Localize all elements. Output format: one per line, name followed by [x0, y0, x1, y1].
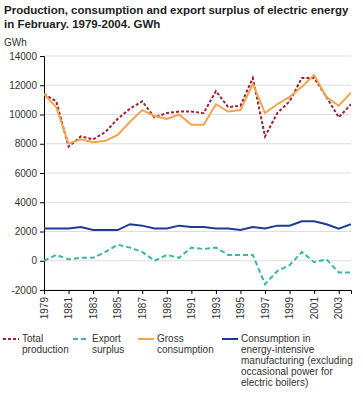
x-tick-mark — [191, 290, 192, 294]
x-tick: 1997 — [260, 290, 271, 319]
x-tick-label: 1999 — [284, 297, 295, 320]
y-tick-mark — [40, 290, 44, 291]
grid-line — [44, 56, 351, 57]
x-tick-label: 1993 — [211, 297, 222, 320]
series-line — [44, 245, 351, 284]
x-tick-label: 1979 — [39, 297, 50, 320]
legend-swatch — [73, 338, 89, 340]
grid-line — [44, 114, 351, 115]
x-tick: 1999 — [284, 290, 295, 319]
y-tick: 0 — [31, 255, 44, 266]
x-tick-label: 1987 — [137, 297, 148, 320]
y-tick-mark — [40, 115, 44, 116]
y-axis-line — [40, 57, 45, 291]
chart-container: Production, consumption and export surpl… — [0, 0, 363, 412]
y-tick: 4000 — [15, 197, 44, 208]
y-tick-mark — [40, 261, 44, 262]
y-tick-mark — [40, 173, 44, 174]
x-tick-label: 1989 — [162, 297, 173, 320]
chart-svg: Production, consumption and export surpl… — [0, 0, 363, 412]
x-tick-label: 1981 — [63, 297, 74, 320]
x-tick-mark — [240, 290, 241, 294]
grid-line — [44, 231, 351, 232]
legend-label: Exportsurplus — [92, 333, 124, 355]
x-tick: 1981 — [63, 290, 74, 319]
x-tick-label: 2003 — [333, 297, 344, 320]
x-tick: 1991 — [186, 290, 197, 319]
y-tick-label: 0 — [31, 255, 37, 266]
y-tick-label: 4000 — [15, 197, 38, 208]
grid — [44, 56, 351, 290]
legend-label: Grossconsumption — [157, 333, 214, 355]
x-tick-mark — [69, 290, 70, 294]
x-tick-mark — [167, 290, 168, 294]
x-tick-mark — [339, 290, 340, 294]
y-tick-label: 2000 — [15, 226, 38, 237]
y-tick: 12000 — [9, 80, 44, 91]
grid-line — [44, 260, 351, 261]
y-tick-label: 14000 — [9, 51, 37, 62]
x-tick: 1987 — [137, 290, 148, 319]
x-tick: 2003 — [333, 290, 344, 319]
x-tick-label: 1991 — [186, 297, 197, 320]
x-tick-label: 1985 — [112, 297, 123, 320]
x-axis-line — [45, 291, 352, 295]
y-tick-mark — [40, 232, 44, 233]
x-tick-mark — [265, 290, 266, 294]
x-tick: 2001 — [309, 290, 320, 319]
x-tick: 1993 — [211, 290, 222, 319]
x-tick: 1985 — [112, 290, 123, 319]
x-tick-label: 1997 — [260, 297, 271, 320]
x-tick-mark — [314, 290, 315, 294]
x-tick-mark — [44, 290, 45, 294]
legend-swatch — [222, 338, 238, 340]
series-line — [44, 221, 351, 230]
legend-label: Consumption inenergy-intensivemanufactur… — [241, 333, 353, 388]
y-tick: 10000 — [9, 109, 44, 120]
y-tick: 14000 — [9, 51, 44, 62]
series-line — [44, 75, 351, 144]
y-tick: 6000 — [15, 168, 44, 179]
x-axis: 1979 1981 1983 1985 1987 1989 1991 1993 1995 1997… — [39, 290, 352, 319]
legend-swatch — [3, 338, 19, 340]
lines — [44, 75, 351, 284]
title: Production, consumption and export surpl… — [4, 4, 349, 30]
x-tick-label: 1983 — [88, 297, 99, 320]
grid-line — [44, 173, 351, 174]
legend-label: Totalproduction — [22, 333, 69, 355]
grid-line — [44, 143, 351, 144]
legend-swatch — [138, 338, 154, 340]
y-axis: -2000 0 2000 4000 6000 8000 10000 12000 14000 — [9, 51, 44, 296]
y-axis-title: GWh — [4, 37, 27, 48]
x-tick-mark — [93, 290, 94, 294]
y-tick-mark — [40, 85, 44, 86]
x-tick: 1995 — [235, 290, 246, 319]
x-tick-mark — [118, 290, 119, 294]
plot: -2000 0 2000 4000 6000 8000 10000 12000 14000 197… — [9, 51, 351, 320]
y-tick: 8000 — [15, 138, 44, 149]
y-tick-label: 8000 — [15, 138, 38, 149]
x-tick-mark — [142, 290, 143, 294]
x-tick-mark — [290, 290, 291, 294]
y-tick-label: 10000 — [9, 109, 37, 120]
y-tick-mark — [40, 202, 44, 203]
x-tick-label: 1995 — [235, 297, 246, 320]
y-tick-label: -2000 — [11, 285, 37, 296]
x-tick-mark — [216, 290, 217, 294]
legend: Totalproduction Exportsurplus Grossconsump… — [3, 333, 353, 388]
x-tick: 1989 — [162, 290, 173, 319]
y-tick-label: 12000 — [9, 80, 37, 91]
x-tick: 1983 — [88, 290, 99, 319]
y-tick-mark — [40, 144, 44, 145]
y-tick: -2000 — [11, 285, 44, 296]
series-line — [44, 78, 351, 147]
x-tick-label: 2001 — [309, 297, 320, 320]
y-tick-mark — [40, 56, 44, 57]
y-tick-label: 6000 — [15, 168, 38, 179]
grid-line — [44, 202, 351, 203]
y-tick: 2000 — [15, 226, 44, 237]
x-tick: 1979 — [39, 290, 50, 319]
